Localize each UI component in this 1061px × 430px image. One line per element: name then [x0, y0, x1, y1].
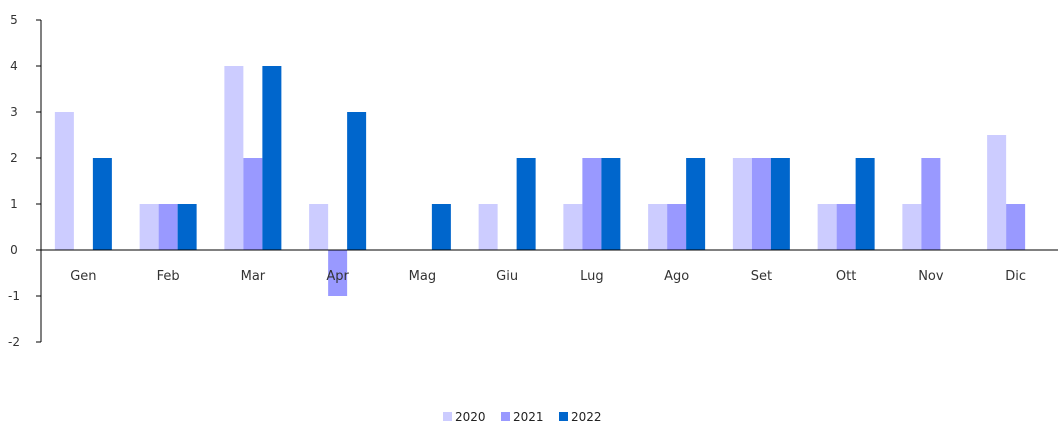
- bar-2020-Giu: [478, 204, 498, 250]
- bar-2020-Set: [732, 158, 752, 250]
- bar-2021-Ago: [667, 204, 687, 250]
- legend-swatch-2020: [443, 412, 452, 421]
- bar-2021-Dic: [1006, 204, 1026, 250]
- bar-2022-Gen: [92, 158, 112, 250]
- bar-2021-Nov: [921, 158, 941, 250]
- bar-2021-Apr: [328, 250, 348, 296]
- y-tick-label: 3: [10, 105, 18, 119]
- x-category-label: Dic: [1005, 269, 1026, 284]
- x-category-label: Ago: [664, 269, 689, 284]
- x-category-label: Feb: [157, 269, 180, 284]
- bar-2020-Ott: [817, 204, 837, 250]
- y-tick-label: 2: [10, 151, 18, 165]
- y-tick-label: 1: [10, 197, 18, 211]
- y-axis: -2 -1 0 1 2 3 4 5: [8, 13, 42, 349]
- bar-2022-Ott: [855, 158, 875, 250]
- legend-label-2022: 2022: [571, 410, 602, 424]
- legend-swatch-2022: [559, 412, 568, 421]
- bar-2020-Feb: [139, 204, 159, 250]
- legend-label-2020: 2020: [455, 410, 486, 424]
- y-tick-label: -2: [8, 335, 20, 349]
- bar-2020-Gen: [54, 112, 74, 250]
- x-category-label: Mag: [409, 269, 436, 284]
- bar-2022-Apr: [347, 112, 367, 250]
- bar-2022-Feb: [177, 204, 197, 250]
- bar-2020-Lug: [563, 204, 583, 250]
- bar-2021-Mar: [243, 158, 263, 250]
- y-tick-label: 4: [10, 59, 18, 73]
- bars: [54, 66, 1026, 296]
- bar-2022-Set: [770, 158, 790, 250]
- y-tick-label: -1: [8, 289, 20, 303]
- x-category-label: Nov: [918, 269, 944, 284]
- bar-2021-Feb: [158, 204, 178, 250]
- x-category-label: Gen: [70, 269, 96, 284]
- x-category-label: Lug: [580, 269, 604, 284]
- x-category-label: Apr: [326, 269, 349, 284]
- bar-2020-Mar: [224, 66, 244, 250]
- bar-2022-Mar: [262, 66, 282, 250]
- x-category-label: Giu: [496, 269, 518, 284]
- y-tick-label: 0: [10, 243, 18, 257]
- bar-2022-Lug: [601, 158, 621, 250]
- bar-2021-Ott: [836, 204, 856, 250]
- x-axis: Gen Feb Mar Apr Mag Giu Lug Ago Set Ott Nov Dic: [41, 249, 1058, 284]
- legend: 2020 2021 2022: [443, 410, 602, 424]
- bar-2022-Ago: [686, 158, 706, 250]
- legend-swatch-2021: [501, 412, 510, 421]
- bar-2021-Lug: [582, 158, 602, 250]
- bar-2020-Apr: [309, 204, 329, 250]
- bar-2021-Set: [751, 158, 771, 250]
- bar-2020-Nov: [902, 204, 922, 250]
- x-category-label: Ott: [836, 269, 856, 284]
- legend-label-2021: 2021: [513, 410, 544, 424]
- x-category-label: Set: [751, 269, 772, 284]
- bar-2022-Giu: [516, 158, 536, 250]
- bar-2022-Mag: [431, 204, 451, 250]
- x-category-label: Mar: [241, 269, 266, 284]
- bar-2020-Ago: [648, 204, 668, 250]
- y-tick-label: 5: [10, 13, 18, 27]
- bar-2020-Dic: [987, 135, 1007, 250]
